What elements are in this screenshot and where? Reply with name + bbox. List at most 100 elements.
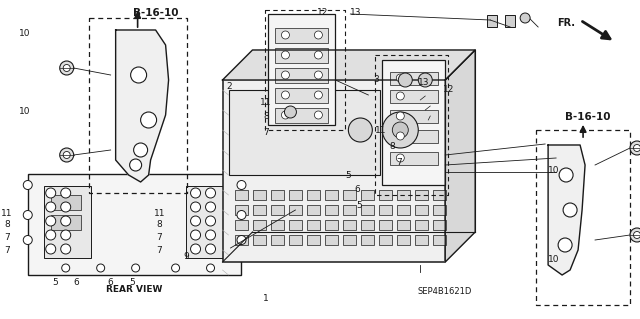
Circle shape xyxy=(191,244,200,254)
Text: SEP4B1621D: SEP4B1621D xyxy=(418,287,472,296)
Bar xyxy=(344,190,356,200)
Bar xyxy=(380,205,392,215)
Circle shape xyxy=(314,51,323,59)
Circle shape xyxy=(134,143,148,157)
Bar xyxy=(275,48,328,63)
Circle shape xyxy=(172,264,180,272)
Text: 2: 2 xyxy=(227,82,232,91)
Bar xyxy=(415,220,428,230)
Bar xyxy=(51,195,81,210)
Text: 5: 5 xyxy=(345,171,351,180)
Circle shape xyxy=(97,264,105,272)
Text: 7: 7 xyxy=(156,246,162,255)
Bar xyxy=(271,235,284,245)
Text: 1: 1 xyxy=(263,294,269,303)
Bar xyxy=(325,190,339,200)
Bar xyxy=(223,80,445,262)
Bar xyxy=(344,220,356,230)
Circle shape xyxy=(191,216,200,226)
Circle shape xyxy=(282,31,289,39)
Bar xyxy=(344,235,356,245)
Polygon shape xyxy=(445,50,476,262)
Bar xyxy=(390,130,438,143)
Circle shape xyxy=(282,51,289,59)
Circle shape xyxy=(60,148,74,162)
Bar xyxy=(362,205,374,215)
Text: 9: 9 xyxy=(183,252,189,261)
Bar xyxy=(397,190,410,200)
Circle shape xyxy=(559,168,573,182)
Circle shape xyxy=(63,152,70,159)
Text: 10: 10 xyxy=(548,256,559,264)
Bar xyxy=(307,220,321,230)
Bar xyxy=(228,90,380,175)
Polygon shape xyxy=(223,50,476,80)
Circle shape xyxy=(63,64,70,71)
Circle shape xyxy=(634,145,640,152)
Circle shape xyxy=(563,203,577,217)
Circle shape xyxy=(61,216,70,226)
Circle shape xyxy=(191,188,200,198)
Bar xyxy=(415,235,428,245)
Text: B-16-10: B-16-10 xyxy=(565,112,611,122)
Bar xyxy=(275,88,328,103)
Text: 13: 13 xyxy=(350,8,362,17)
Bar xyxy=(487,15,497,27)
Bar xyxy=(344,205,356,215)
Circle shape xyxy=(630,141,640,155)
Circle shape xyxy=(520,13,530,23)
Circle shape xyxy=(348,118,372,142)
Bar xyxy=(271,190,284,200)
Bar xyxy=(236,235,248,245)
Bar xyxy=(289,235,303,245)
Bar xyxy=(325,205,339,215)
Bar xyxy=(275,28,328,43)
Bar xyxy=(253,205,266,215)
Bar xyxy=(289,220,303,230)
Circle shape xyxy=(131,67,147,83)
Text: 12: 12 xyxy=(442,85,454,94)
Circle shape xyxy=(205,202,216,212)
Circle shape xyxy=(237,211,246,219)
Circle shape xyxy=(314,31,323,39)
Bar xyxy=(415,205,428,215)
Text: 7: 7 xyxy=(396,158,402,167)
Text: 5: 5 xyxy=(356,201,362,210)
Bar xyxy=(236,205,248,215)
Bar xyxy=(186,186,232,258)
Text: 11: 11 xyxy=(154,209,165,218)
Bar xyxy=(253,220,266,230)
Bar xyxy=(380,190,392,200)
Circle shape xyxy=(205,244,216,254)
Bar xyxy=(382,60,445,185)
Circle shape xyxy=(396,74,404,82)
Bar xyxy=(268,14,335,125)
Bar xyxy=(362,220,374,230)
Circle shape xyxy=(61,244,70,254)
Circle shape xyxy=(205,230,216,240)
Bar xyxy=(28,174,241,275)
Circle shape xyxy=(314,91,323,99)
Circle shape xyxy=(396,112,404,120)
Bar xyxy=(307,235,321,245)
Bar xyxy=(307,190,321,200)
Bar xyxy=(397,205,410,215)
Bar xyxy=(390,90,438,103)
Circle shape xyxy=(191,230,200,240)
Bar xyxy=(275,108,328,123)
Circle shape xyxy=(205,188,216,198)
Circle shape xyxy=(634,232,640,239)
Circle shape xyxy=(314,71,323,79)
Bar xyxy=(253,235,266,245)
Bar xyxy=(51,215,81,230)
Text: 11: 11 xyxy=(376,126,387,135)
Circle shape xyxy=(237,235,246,244)
Bar xyxy=(44,186,91,258)
Bar xyxy=(380,220,392,230)
Text: REAR VIEW: REAR VIEW xyxy=(106,286,163,294)
Circle shape xyxy=(132,264,140,272)
Circle shape xyxy=(141,112,157,128)
Text: 8: 8 xyxy=(263,112,269,121)
Polygon shape xyxy=(116,30,168,182)
Text: 7: 7 xyxy=(4,233,10,242)
